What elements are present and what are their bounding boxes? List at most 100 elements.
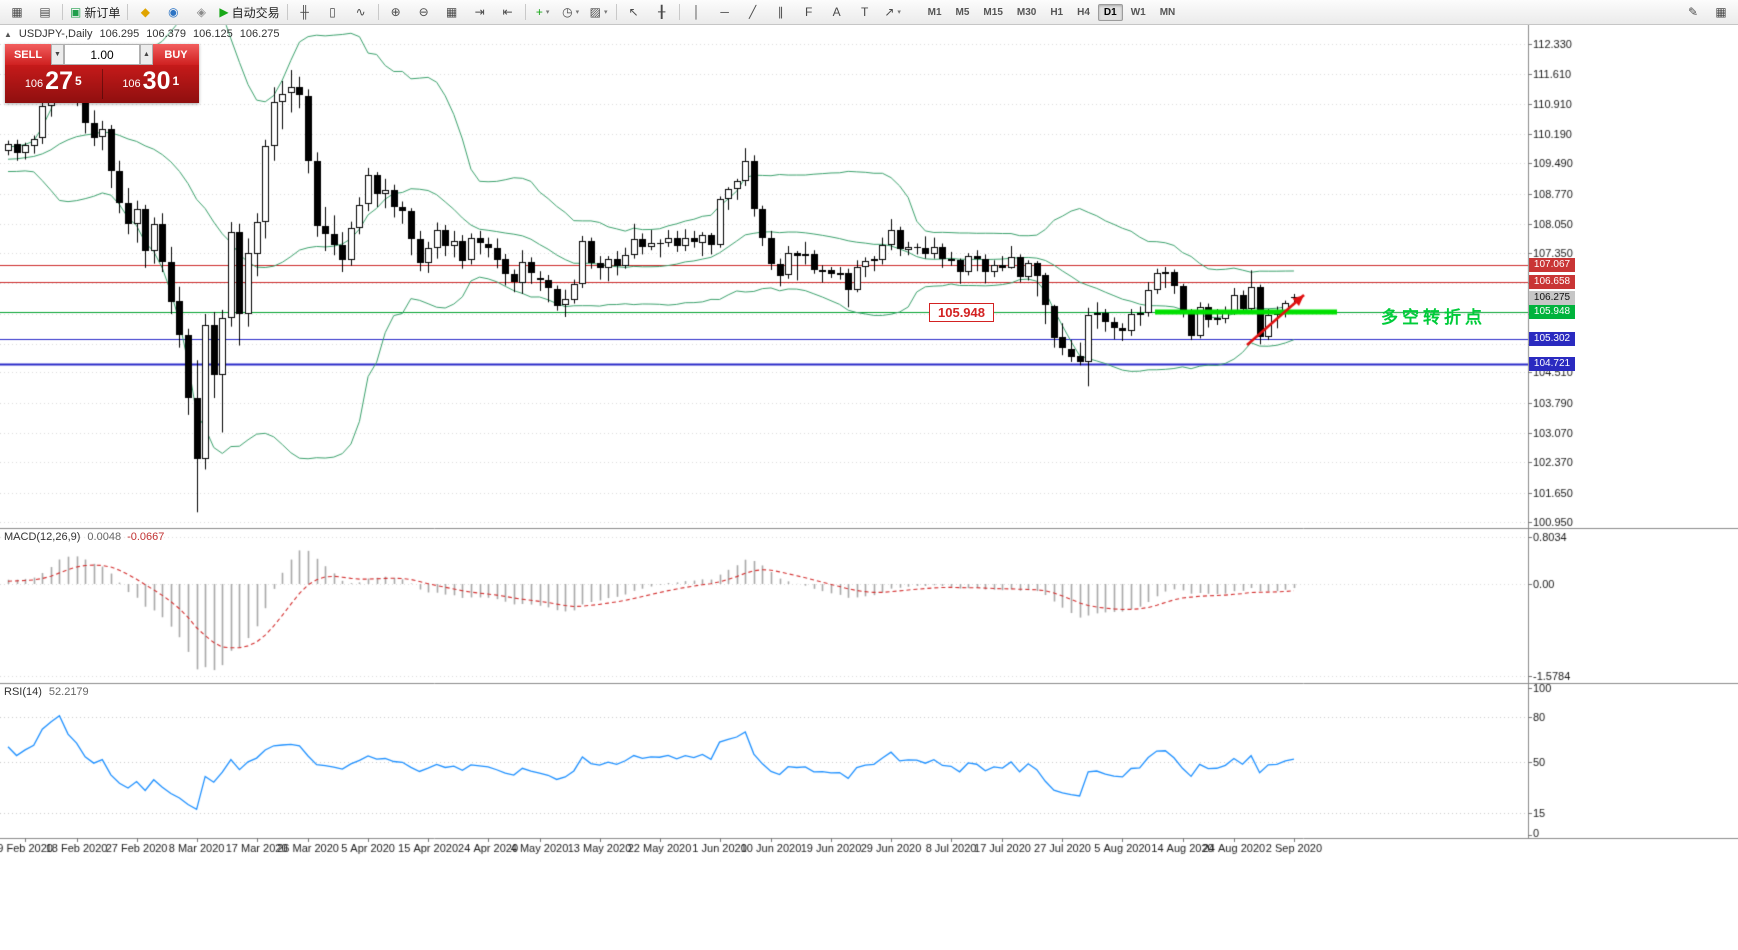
toolbar-separator xyxy=(286,4,288,20)
timeframe-group: M1 M5 M15 M30 H1 H4 D1 W1 MN xyxy=(921,3,1183,21)
chart-profiles-button[interactable]: ▤ xyxy=(31,1,59,23)
auto-scroll-button[interactable]: ⇥ xyxy=(466,1,494,23)
chart-profiles-icon: ▤ xyxy=(39,5,51,19)
timeframe-d1-button[interactable]: D1 xyxy=(1097,3,1123,21)
cursor-icon: ↖ xyxy=(628,5,639,19)
tile-windows-button[interactable]: ▦ xyxy=(438,1,466,23)
indicators-caret-icon: ▾ xyxy=(545,9,550,16)
trade-panel-controls: SELL ▼ ▲ BUY xyxy=(5,44,199,65)
zoom-out-button[interactable]: ⊖ xyxy=(410,1,438,23)
open-value: 106.295 xyxy=(99,28,140,40)
buy-button[interactable]: BUY xyxy=(153,44,199,65)
price-tag-105.948: 105.948 xyxy=(1529,305,1575,320)
price-tag-105.302: 105.302 xyxy=(1529,332,1575,347)
trendline-button[interactable]: ╱ xyxy=(739,1,767,23)
vertical-line-icon: │ xyxy=(692,5,701,19)
toolbar-separator xyxy=(62,4,63,20)
fibonacci-button[interactable]: F xyxy=(795,1,823,23)
periods-caret-icon: ▾ xyxy=(575,9,580,16)
fibonacci-icon: F xyxy=(804,5,813,19)
sell-button[interactable]: SELL xyxy=(5,44,51,65)
volume-increase-button[interactable]: ▲ xyxy=(140,44,153,65)
chart-shift-button[interactable]: ⇤ xyxy=(494,1,522,23)
rsi-indicator-label: RSI(14) 52.2179 xyxy=(4,686,89,698)
volume-decrease-button[interactable]: ▼ xyxy=(51,44,64,65)
channel-icon: ∥ xyxy=(777,5,784,19)
metaquotes-button[interactable]: ◈ xyxy=(187,1,215,23)
zoom-in-button[interactable]: ⊕ xyxy=(382,1,410,23)
timeframe-w1-button[interactable]: W1 xyxy=(1130,6,1146,18)
text-icon: A xyxy=(832,5,841,19)
text-label-button[interactable]: T xyxy=(851,1,879,23)
sell-price-display[interactable]: 106 27 5 xyxy=(5,67,102,96)
tile-windows-icon: ▦ xyxy=(445,5,458,19)
metaquotes-icon: ◈ xyxy=(196,5,206,19)
toolbar-separator xyxy=(127,4,129,20)
volume-input[interactable] xyxy=(64,44,140,65)
timeframe-h1-button[interactable]: H1 xyxy=(1050,6,1064,18)
channel-button[interactable]: ∥ xyxy=(767,1,795,23)
buy-price-big: 30 xyxy=(142,67,171,96)
zoom-in-icon: ⊕ xyxy=(390,5,401,19)
symbol-label: USDJPY-,Daily xyxy=(18,28,93,40)
low-value: 106.125 xyxy=(193,28,233,40)
new-order-label: 新订单 xyxy=(84,5,121,20)
horizontal-line-button[interactable]: ─ xyxy=(711,1,739,23)
bar-chart-button[interactable]: ╫ xyxy=(291,1,319,23)
toolbar-separator xyxy=(678,4,680,20)
community-button[interactable]: ◉ xyxy=(159,1,187,23)
arrows-button[interactable]: ↗ ▾ xyxy=(879,1,907,23)
auto-trading-icon: ▶ xyxy=(219,5,229,19)
indicators-icon: + xyxy=(535,5,543,19)
new-order-button[interactable]: ▣ 新订单 xyxy=(66,1,124,23)
price-level-callout[interactable]: 105.948 xyxy=(929,303,994,322)
chart-title: ▲ USDJPY-,Daily 106.295 106.379 106.125 … xyxy=(4,28,280,40)
economic-calendar-button[interactable]: ◆ xyxy=(131,1,159,23)
toolbar-right-group: ✎ ▦ xyxy=(1679,1,1735,23)
crosshair-icon: ╂ xyxy=(657,5,666,19)
auto-trading-label: 自动交易 xyxy=(231,5,280,20)
trade-panel-prices: 106 27 5 106 30 1 xyxy=(5,65,199,103)
timeframe-h4-button[interactable]: H4 xyxy=(1077,6,1090,18)
line-chart-button[interactable]: ∿ xyxy=(347,1,375,23)
timeframe-mn-button[interactable]: MN xyxy=(1159,6,1176,18)
turning-point-text[interactable]: 多空转折点 xyxy=(1381,308,1486,327)
candlestick-chart-icon: ▯ xyxy=(329,5,336,19)
auto-trading-button[interactable]: ▶ 自动交易 xyxy=(215,1,283,23)
layout-button[interactable]: ▦ xyxy=(1707,1,1735,23)
timeframe-m5-button[interactable]: M5 xyxy=(955,6,970,18)
community-icon: ◉ xyxy=(168,5,179,19)
indicators-button[interactable]: + ▾ xyxy=(529,1,557,23)
new-chart-icon: ▦ xyxy=(11,5,23,19)
new-chart-button[interactable]: ▦ xyxy=(3,1,31,23)
line-chart-icon: ∿ xyxy=(355,5,366,19)
templates-button[interactable]: ▨ ▾ xyxy=(585,1,613,23)
price-tag-106.658: 106.658 xyxy=(1529,275,1575,290)
vertical-line-button[interactable]: │ xyxy=(683,1,711,23)
edit-button[interactable]: ✎ xyxy=(1679,1,1707,23)
main-toolbar: ▦ ▤ ▣ 新订单 ◆ ◉ ◈ ▶ 自动交易 ╫ ▯ ∿ ⊕ ⊖ ▦ ⇥ ⇤ + ▾ ◷ ▾ ▨ ▾ ↖ ╂ │ ─ ╱ ∥ F A T ↗ ▾ … xyxy=(0,0,1738,25)
macd-name: MACD(12,26,9) xyxy=(4,531,81,543)
cursor-button[interactable]: ↖ xyxy=(620,1,648,23)
macd-value: 0.0048 xyxy=(87,531,122,543)
timeframe-m30-button[interactable]: M30 xyxy=(1016,6,1037,18)
layout-icon: ▦ xyxy=(1715,5,1727,19)
chart-shift-icon: ⇤ xyxy=(502,5,513,19)
zoom-out-icon: ⊖ xyxy=(418,5,429,19)
timeframe-m1-button[interactable]: M1 xyxy=(927,6,942,18)
one-click-trading-toggle[interactable]: ▲ xyxy=(4,29,12,39)
toolbar-separator xyxy=(615,4,617,20)
buy-price-display[interactable]: 106 30 1 xyxy=(103,67,200,96)
periods-button[interactable]: ◷ ▾ xyxy=(557,1,585,23)
crosshair-button[interactable]: ╂ xyxy=(648,1,676,23)
sell-price-big: 27 xyxy=(45,67,73,96)
candlestick-chart-button[interactable]: ▯ xyxy=(319,1,347,23)
timeframe-m15-button[interactable]: M15 xyxy=(983,6,1003,18)
arrows-caret-icon: ▾ xyxy=(897,9,901,16)
macd-indicator-label: MACD(12,26,9) 0.0048 -0.0667 xyxy=(4,531,164,543)
horizontal-line-icon: ─ xyxy=(720,5,729,19)
text-button[interactable]: A xyxy=(823,1,851,23)
bar-chart-icon: ╫ xyxy=(300,5,309,19)
